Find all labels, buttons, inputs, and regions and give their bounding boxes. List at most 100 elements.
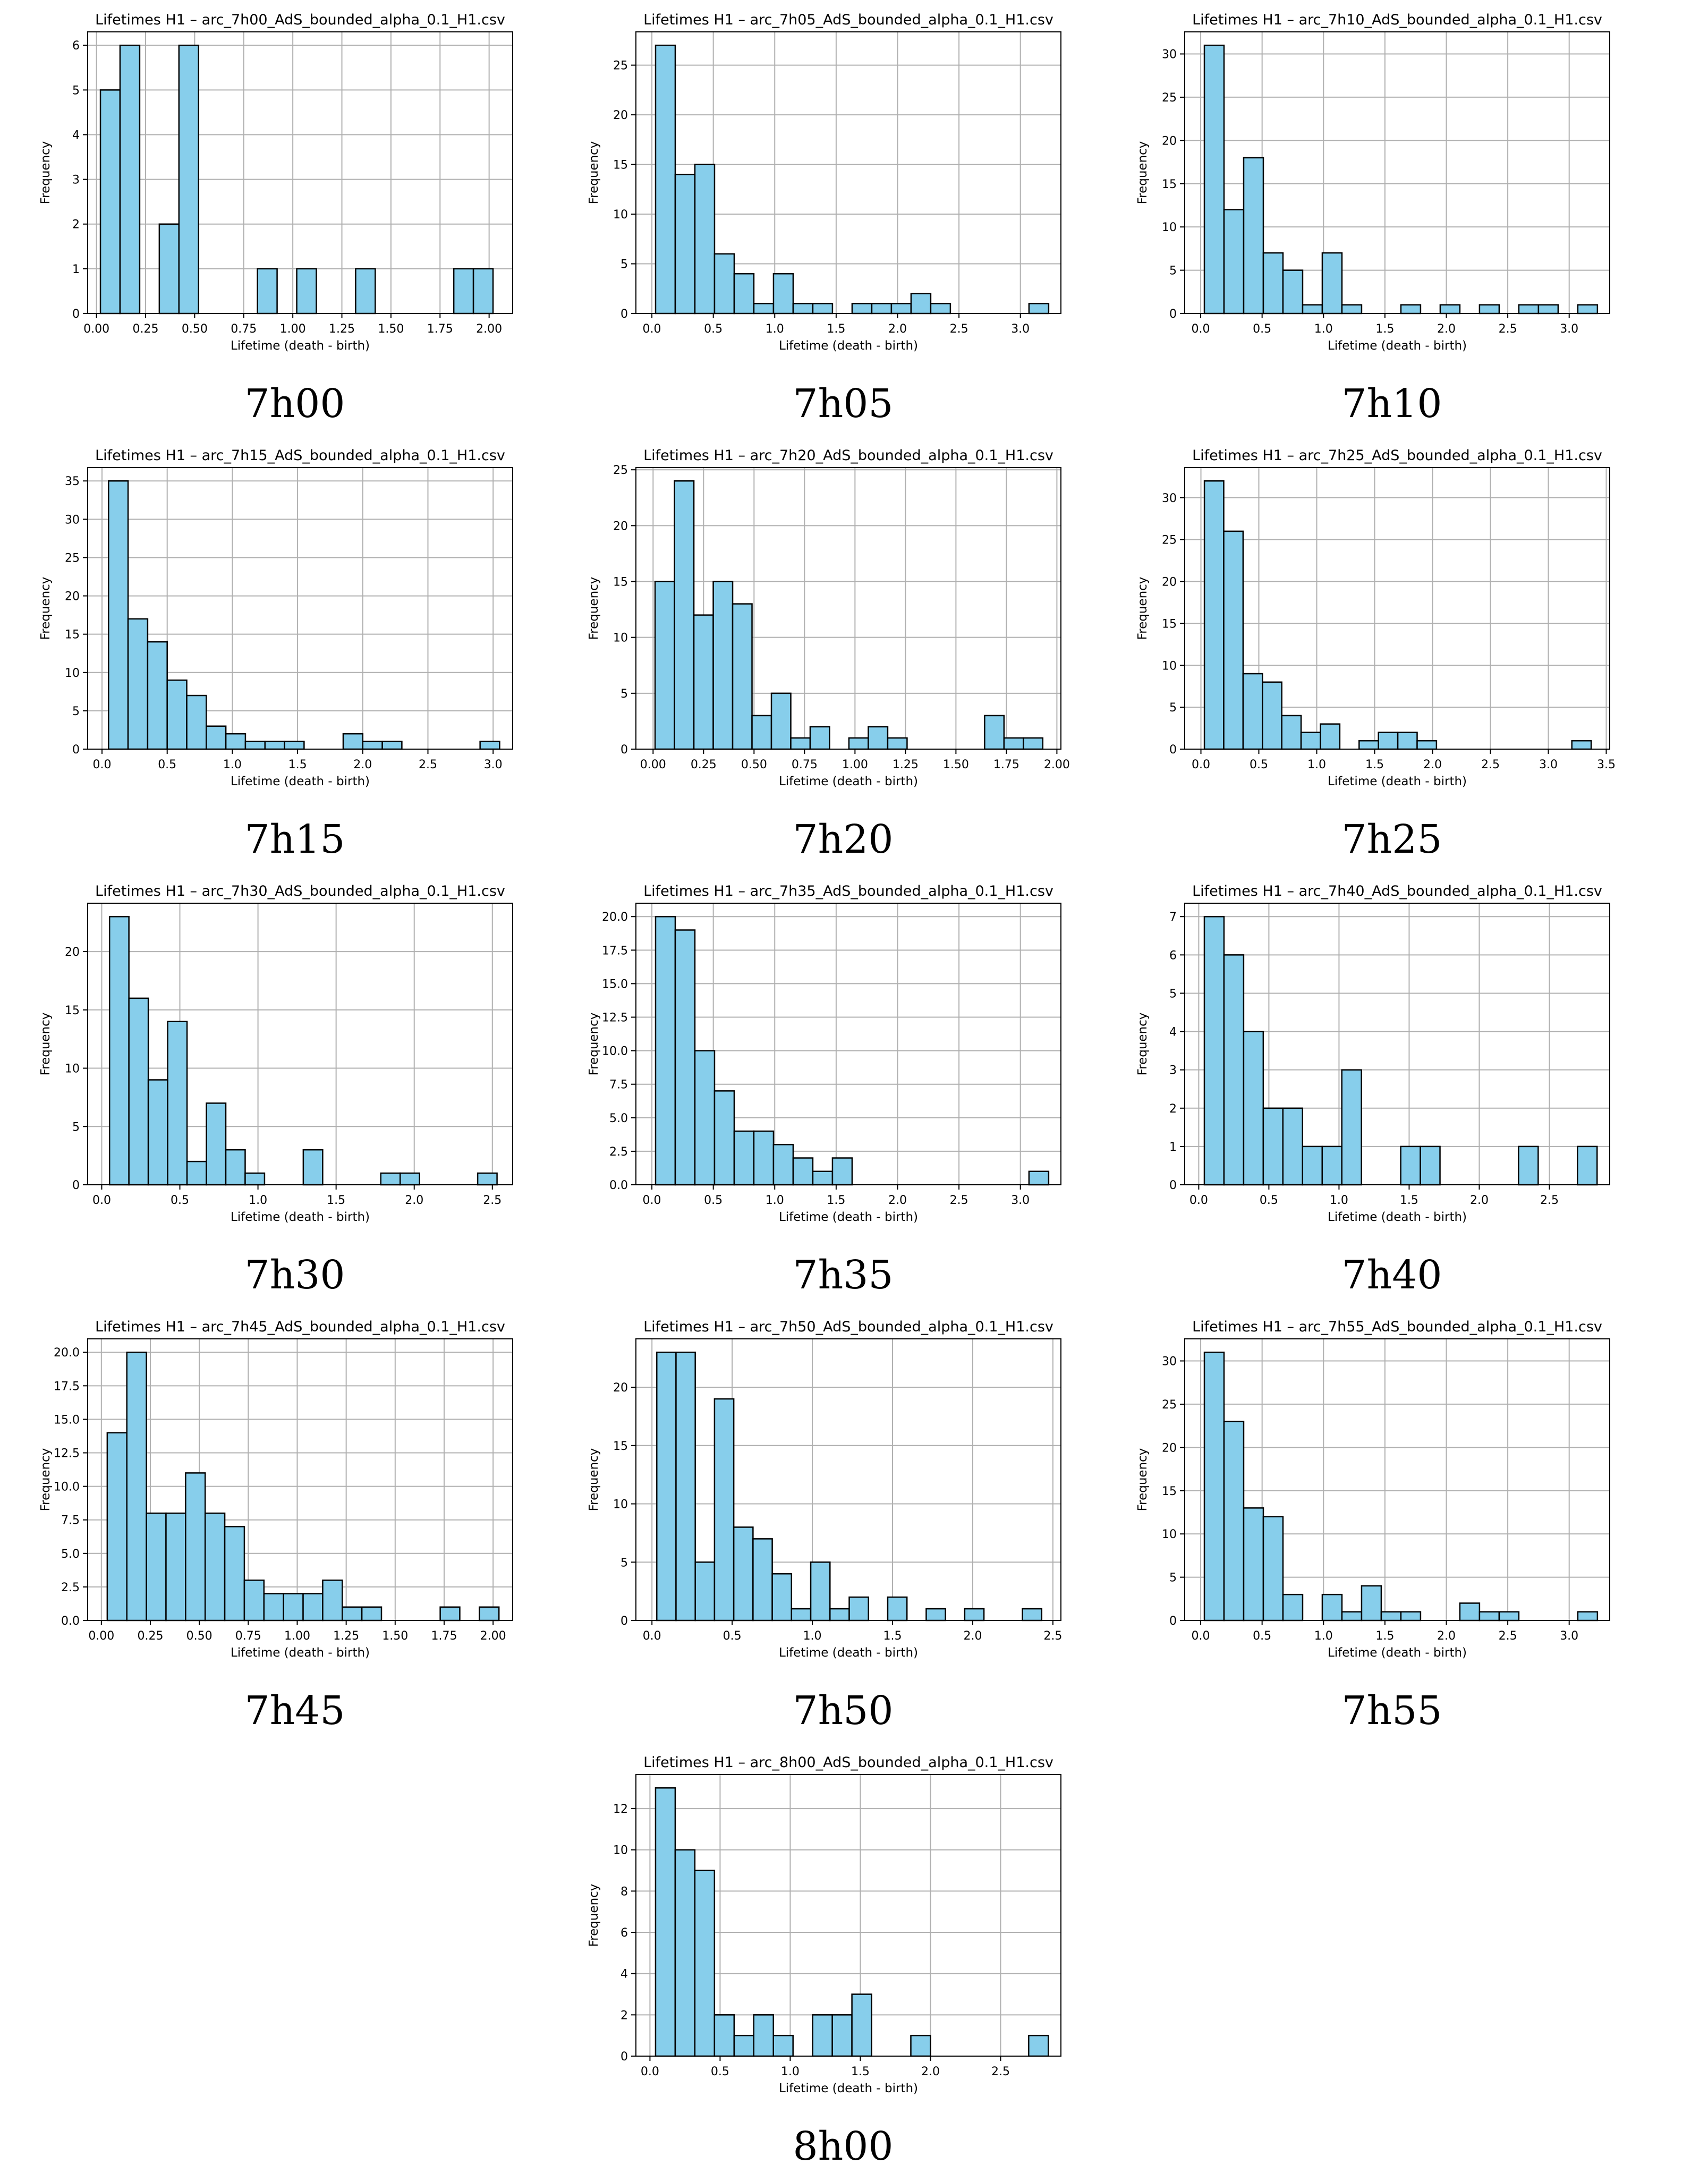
chart-title: Lifetimes H1 – arc_7h25_AdS_bounded_alph… <box>1192 447 1602 464</box>
y-tick-label: 2 <box>1169 1102 1177 1116</box>
chart-title: Lifetimes H1 – arc_8h00_AdS_bounded_alph… <box>643 1754 1053 1771</box>
histogram-bar <box>296 268 317 315</box>
y-axis-label: Frequency <box>587 1448 601 1512</box>
histogram-bar <box>165 1512 186 1622</box>
x-tick-label: 0.0 <box>1192 322 1210 336</box>
x-tick-label: 1.75 <box>431 1629 457 1643</box>
histogram-bar <box>831 1157 853 1186</box>
histogram-bar <box>694 1870 716 2057</box>
histogram-bar <box>733 1526 754 1622</box>
y-tick-label: 10.0 <box>54 1481 80 1494</box>
y-tick-label: 20 <box>1162 134 1177 148</box>
histogram-bar <box>753 303 775 315</box>
histogram-bar <box>342 1606 363 1622</box>
x-tick-label: 1.5 <box>1375 322 1394 336</box>
x-tick-label: 0.75 <box>235 1629 261 1643</box>
histogram-bar <box>479 1606 500 1622</box>
histogram-bar <box>244 741 266 750</box>
x-tick-label: 2.5 <box>1540 1194 1559 1207</box>
x-tick-label: 3.0 <box>1560 322 1578 336</box>
y-tick-label: 15 <box>613 576 628 589</box>
histogram-bar <box>1262 252 1284 315</box>
y-tick-label: 15.0 <box>602 978 628 991</box>
y-tick-label: 5 <box>72 84 80 97</box>
panel-caption: 7h30 <box>244 1252 345 1298</box>
y-tick-label: 25 <box>613 464 628 477</box>
histogram-bar <box>1439 304 1461 315</box>
panel-caption: 7h35 <box>793 1252 894 1298</box>
x-tick-label: 0.00 <box>640 758 666 771</box>
histogram-panel-7h45: 0.00 0.25 0.50 0.75 1.00 1.25 1.50 1.75 2.00 0.0 2… <box>29 1312 560 1737</box>
histogram-bar <box>812 1170 834 1186</box>
x-tick-label: 3.5 <box>1597 758 1616 771</box>
y-tick-label: 4 <box>1169 1026 1177 1039</box>
y-tick-label: 20.0 <box>54 1346 80 1360</box>
histogram-chart: 0.0 0.5 1.0 1.5 2.0 2.5 3.0 0.0 2.5 5.0 7.5 10.0 12.… <box>587 883 1061 1224</box>
x-tick-label: 0.5 <box>1250 758 1268 771</box>
x-axis-label: Lifetime (death - birth) <box>231 339 370 353</box>
x-tick-label: 0.50 <box>741 758 767 771</box>
histogram-bar <box>733 1130 755 1186</box>
panel-caption: 7h55 <box>1341 1688 1442 1734</box>
histogram-bar <box>984 715 1005 750</box>
histogram-bar <box>1300 732 1321 750</box>
histogram-bar <box>810 1561 831 1622</box>
histogram-bar <box>167 1021 188 1186</box>
y-tick-label: 10 <box>1162 659 1177 673</box>
histogram-bar <box>1416 740 1438 750</box>
y-axis-label: Frequency <box>1136 577 1150 640</box>
y-tick-label: 15 <box>1162 1485 1177 1498</box>
plot-frame <box>1184 31 1610 314</box>
histogram-bar <box>812 303 834 315</box>
x-tick-label: 2.5 <box>950 322 968 336</box>
x-tick-label: 0.25 <box>133 322 159 336</box>
histogram-bar <box>158 223 180 315</box>
plot-frame <box>635 31 1061 314</box>
y-tick-label: 15 <box>65 629 80 642</box>
histogram-bar <box>257 268 278 315</box>
x-tick-label: 0.0 <box>641 2065 659 2078</box>
y-tick-label: 0.0 <box>609 1179 628 1192</box>
chart-title: Lifetimes H1 – arc_7h00_AdS_bounded_alph… <box>95 12 505 28</box>
histogram-bar <box>283 1593 304 1622</box>
histogram-bar <box>166 679 188 750</box>
histogram-chart: 0.00 0.25 0.50 0.75 1.00 1.25 1.50 1.75 2.00 0.0 2… <box>39 1319 513 1660</box>
histogram-bar <box>302 1149 324 1186</box>
x-axis-label: Lifetime (death - birth) <box>231 1646 370 1660</box>
x-tick-label: 0.25 <box>691 758 717 771</box>
histogram-bar <box>1577 304 1599 315</box>
x-tick-label: 1.0 <box>766 322 784 336</box>
histogram-bar <box>361 1606 383 1622</box>
chart-title: Lifetimes H1 – arc_7h55_AdS_bounded_alph… <box>1192 1319 1602 1335</box>
y-tick-label: 2.5 <box>609 1145 628 1159</box>
y-tick-label: 12.5 <box>602 1012 628 1025</box>
histogram-bar <box>1320 723 1341 750</box>
x-tick-label: 2.00 <box>476 322 502 336</box>
histogram-bar <box>964 1608 985 1622</box>
panel-caption: 7h25 <box>1341 817 1442 862</box>
x-tick-label: 1.00 <box>284 1629 310 1643</box>
panel-caption: 7h05 <box>793 381 894 427</box>
y-axis-label: Frequency <box>587 141 601 205</box>
y-tick-label: 0 <box>621 1615 628 1628</box>
x-tick-label: 1.0 <box>1330 1194 1348 1207</box>
histogram-bar <box>147 641 168 750</box>
histogram-bar <box>1028 2034 1049 2057</box>
histogram-bar <box>829 1608 850 1622</box>
histogram-bar <box>453 268 474 315</box>
histogram-bar <box>753 2014 774 2057</box>
histogram-bar <box>772 273 794 315</box>
y-tick-label: 5.0 <box>609 1112 628 1125</box>
histogram-bar <box>887 737 908 750</box>
x-tick-label: 1.75 <box>427 322 453 336</box>
y-tick-label: 10.0 <box>602 1045 628 1058</box>
y-tick-label: 10 <box>1162 221 1177 234</box>
x-axis-label: Lifetime (death - birth) <box>1328 1646 1467 1660</box>
histogram-bar <box>284 741 305 750</box>
x-tick-label: 2.0 <box>921 2065 940 2078</box>
x-tick-label: 1.00 <box>842 758 868 771</box>
histogram-bar <box>1203 915 1225 1186</box>
histogram-bar <box>655 1787 676 2057</box>
histogram-bar <box>342 733 364 750</box>
histogram-bar <box>732 603 753 750</box>
